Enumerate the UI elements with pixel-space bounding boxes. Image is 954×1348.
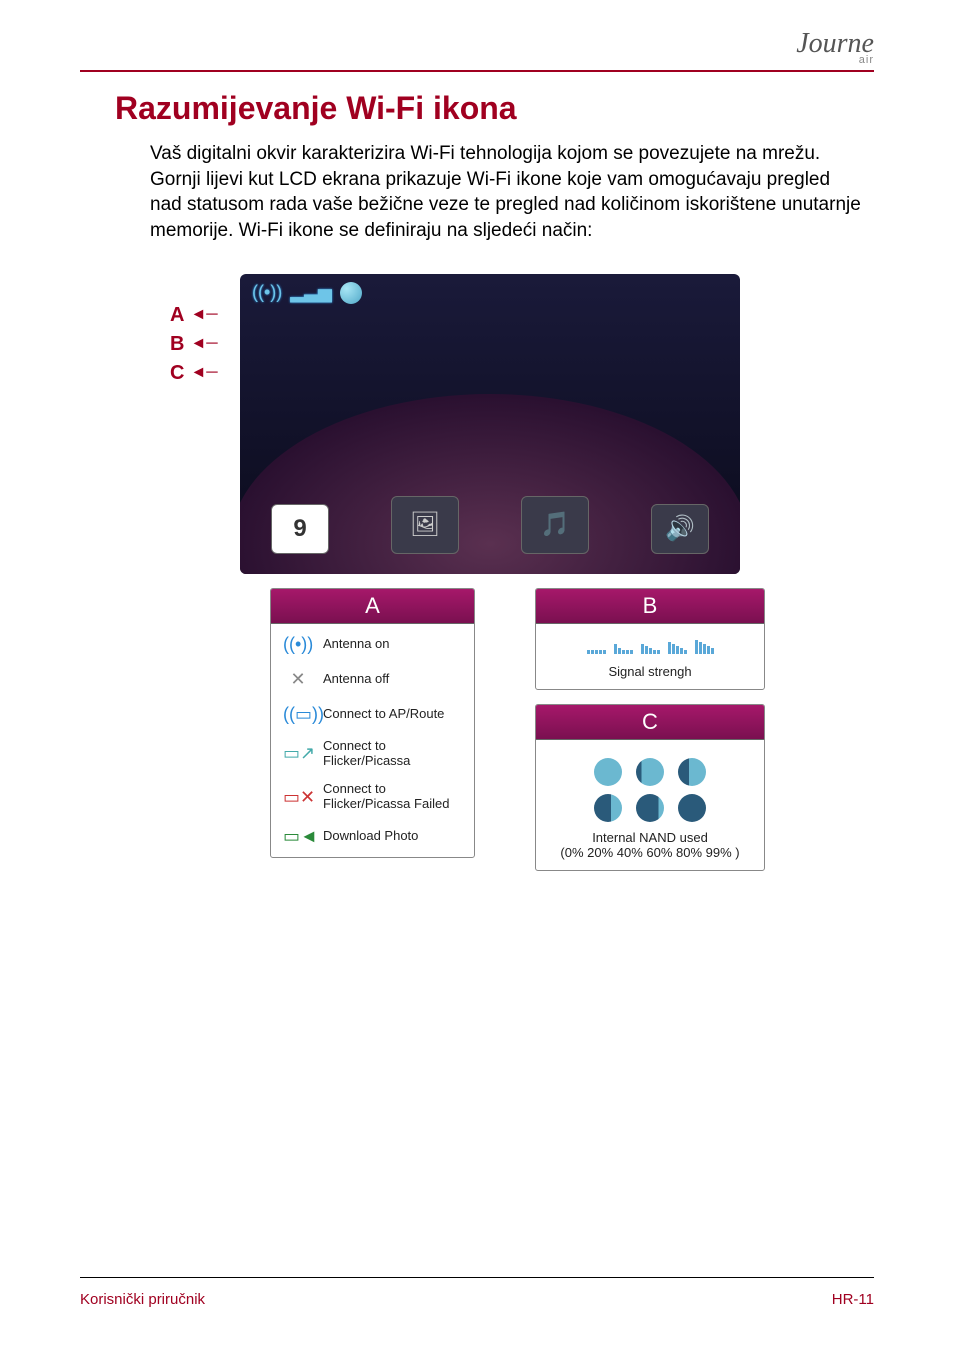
memory-orb-icon — [678, 758, 706, 786]
card-c-head: C — [536, 705, 764, 740]
memory-orb-icon — [594, 794, 622, 822]
row-antenna-on: ((•)) Antenna on — [283, 634, 462, 655]
signal-level-5 — [695, 640, 714, 654]
speaker-icon: 🔊 — [651, 504, 709, 554]
callout-b: B◄─ — [170, 333, 218, 356]
download-icon: ▭◄ — [283, 826, 313, 847]
brand-logo: Journe air — [796, 28, 874, 66]
row-flicker-failed: ▭✕ Connect to Flicker/Picassa Failed — [283, 782, 462, 812]
nand-line2: (0% 20% 40% 60% 80% 99% ) — [548, 845, 752, 860]
footer-rule — [80, 1277, 874, 1278]
signal-caption: Signal strengh — [548, 664, 752, 679]
page-footer: Korisnički priručnik HR-11 — [80, 1291, 874, 1308]
row-label: Connect to Flicker/Picassa — [323, 739, 462, 769]
memory-orb-icon — [636, 794, 664, 822]
status-bar: ((•)) ▂▃▅ — [252, 282, 362, 304]
card-c: C Internal NAND used (0% 20% 40% 60% 80%… — [535, 704, 765, 871]
card-b-body: Signal strengh — [536, 624, 764, 689]
signal-level-2 — [614, 640, 633, 654]
card-a-head: A — [271, 589, 474, 624]
arrow-icon: ◄─ — [190, 306, 217, 324]
card-b: B Signal strengh — [535, 588, 765, 690]
right-column: B Signal strengh C — [535, 588, 765, 871]
orb-row-1 — [548, 758, 752, 786]
device-screenshot: ((•)) ▂▃▅ 9 🖼 🎵 🔊 — [240, 274, 740, 574]
memory-orb-icon — [678, 794, 706, 822]
signal-level-4 — [668, 640, 687, 654]
callout-labels: A◄─ B◄─ C◄─ — [170, 304, 218, 391]
signal-level-3 — [641, 640, 660, 654]
card-a: A ((•)) Antenna on ✕ Antenna off ((▭)) C… — [270, 588, 475, 859]
row-antenna-off: ✕ Antenna off — [283, 669, 462, 690]
legend-cards: A ((•)) Antenna on ✕ Antenna off ((▭)) C… — [270, 588, 874, 871]
flicker-icon: ▭↗ — [283, 743, 313, 764]
row-flicker: ▭↗ Connect to Flicker/Picassa — [283, 739, 462, 769]
row-label: Connect to AP/Route — [323, 707, 444, 722]
ap-route-icon: ((▭)) — [283, 704, 313, 725]
photos-icon: 🖼 — [391, 496, 459, 554]
card-b-head: B — [536, 589, 764, 624]
memory-orb-icon — [340, 282, 362, 304]
calendar-icon: 9 — [271, 504, 329, 554]
arrow-icon: ◄─ — [190, 335, 217, 353]
header-rule — [80, 70, 874, 72]
signal-bars-row — [548, 640, 752, 654]
row-label: Antenna on — [323, 637, 390, 652]
antenna-icon: ((•)) — [252, 282, 282, 303]
memory-orb-icon — [636, 758, 664, 786]
arrow-icon: ◄─ — [190, 364, 217, 382]
row-label: Antenna off — [323, 672, 389, 687]
nand-line1: Internal NAND used — [548, 830, 752, 845]
row-label: Download Photo — [323, 829, 418, 844]
antenna-on-icon: ((•)) — [283, 634, 313, 655]
row-label: Connect to Flicker/Picassa Failed — [323, 782, 462, 812]
music-icon: 🎵 — [521, 496, 589, 554]
footer-left: Korisnički priručnik — [80, 1291, 205, 1308]
page-title: Razumijevanje Wi-Fi ikona — [115, 90, 874, 127]
menu-icons-row: 9 🖼 🎵 🔊 — [240, 496, 740, 554]
callout-a: A◄─ — [170, 304, 218, 327]
flicker-failed-icon: ▭✕ — [283, 787, 313, 808]
signal-level-1 — [587, 640, 606, 654]
card-c-body: Internal NAND used (0% 20% 40% 60% 80% 9… — [536, 740, 764, 870]
callout-c: C◄─ — [170, 362, 218, 385]
figure-area: A◄─ B◄─ C◄─ ((•)) ▂▃▅ 9 🖼 🎵 🔊 A ((•)) An… — [170, 274, 874, 871]
row-download: ▭◄ Download Photo — [283, 826, 462, 847]
card-a-body: ((•)) Antenna on ✕ Antenna off ((▭)) Con… — [271, 624, 474, 858]
orb-row-2 — [548, 794, 752, 822]
footer-right: HR-11 — [832, 1291, 874, 1308]
memory-orb-icon — [594, 758, 622, 786]
intro-paragraph: Vaš digitalni okvir karakterizira Wi-Fi … — [150, 141, 864, 244]
row-ap-route: ((▭)) Connect to AP/Route — [283, 704, 462, 725]
antenna-off-icon: ✕ — [283, 669, 313, 690]
signal-icon: ▂▃▅ — [290, 282, 332, 303]
